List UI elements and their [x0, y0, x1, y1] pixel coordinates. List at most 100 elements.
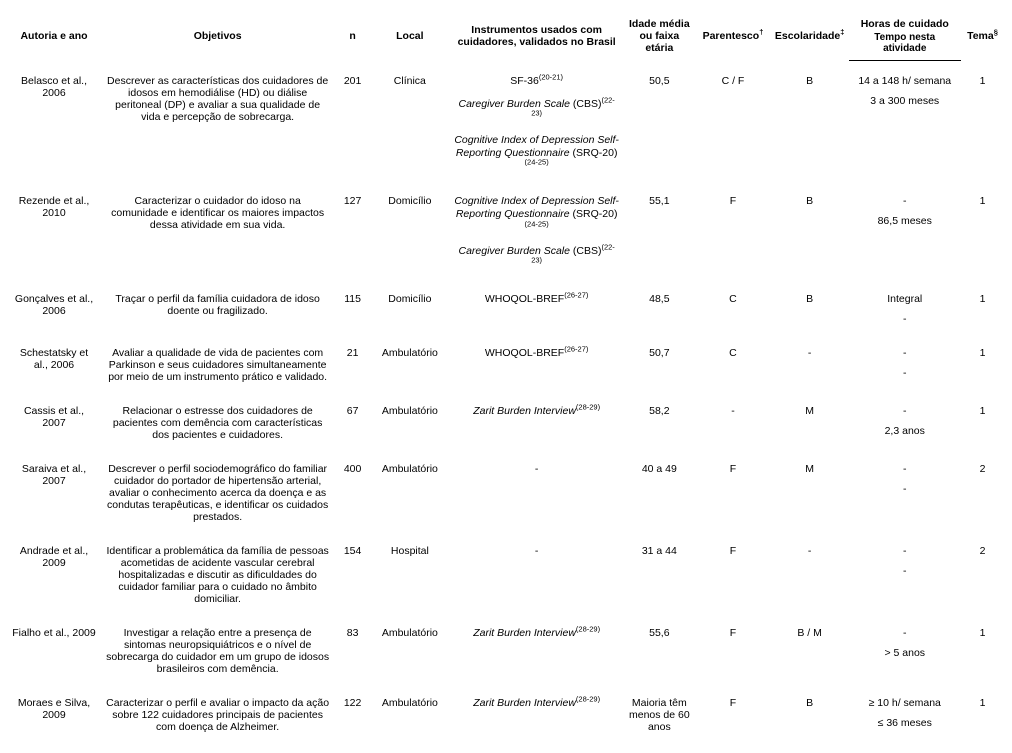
cell-autor: Belasco et al., 2006 — [8, 61, 100, 182]
col-tempo: Tempo nesta atividade — [849, 32, 961, 61]
cell-objetivos: Investigar a relação entre a presença de… — [100, 613, 335, 683]
table-row: Moraes e Silva, 2009Caracterizar o perfi… — [8, 683, 1004, 741]
cell-instrumentos: SF-36(20-21)Caregiver Burden Scale (CBS)… — [450, 61, 624, 182]
cell-instrumentos: WHOQOL-BREF(26-27) — [450, 279, 624, 333]
col-parentesco: Parentesco† — [695, 12, 771, 61]
cell-tema: 2 — [961, 531, 1004, 613]
cell-n: 127 — [335, 181, 370, 279]
cell-horas: -- — [849, 449, 961, 531]
cell-local: Domicílio — [370, 181, 450, 279]
table-row: Rezende et al., 2010Caracterizar o cuida… — [8, 181, 1004, 279]
table-row: Schestatsky et al., 2006Avaliar a qualid… — [8, 333, 1004, 391]
cell-n: 201 — [335, 61, 370, 182]
cell-n: 21 — [335, 333, 370, 391]
col-objetivos: Objetivos — [100, 12, 335, 61]
cell-horas: -86,5 meses — [849, 181, 961, 279]
cell-idade: 40 a 49 — [624, 449, 696, 531]
cell-local: Ambulatório — [370, 333, 450, 391]
cell-idade: 55,6 — [624, 613, 696, 683]
cell-objetivos: Caracterizar o cuidador do idoso na comu… — [100, 181, 335, 279]
cell-escolaridade: B / M — [771, 613, 849, 683]
cell-parentesco: F — [695, 531, 771, 613]
cell-idade: 50,5 — [624, 61, 696, 182]
cell-local: Hospital — [370, 531, 450, 613]
cell-instrumentos: - — [450, 531, 624, 613]
cell-tema: 1 — [961, 181, 1004, 279]
col-local: Local — [370, 12, 450, 61]
table-body: Belasco et al., 2006Descrever as caracte… — [8, 61, 1004, 741]
col-tema: Tema§ — [961, 12, 1004, 61]
cell-instrumentos: Cognitive Index of Depression Self-Repor… — [450, 181, 624, 279]
cell-local: Ambulatório — [370, 613, 450, 683]
cell-parentesco: F — [695, 613, 771, 683]
cell-instrumentos: Zarit Burden Interview(28-29) — [450, 391, 624, 449]
col-n: n — [335, 12, 370, 61]
cell-autor: Gonçalves et al., 2006 — [8, 279, 100, 333]
cell-escolaridade: M — [771, 449, 849, 531]
table-row: Cassis et al., 2007Relacionar o estresse… — [8, 391, 1004, 449]
cell-horas: -- — [849, 531, 961, 613]
cell-tema: 1 — [961, 61, 1004, 182]
cell-idade: Maioria têm menos de 60 anos — [624, 683, 696, 741]
cell-idade: 55,1 — [624, 181, 696, 279]
cell-objetivos: Caracterizar o perfil e avaliar o impact… — [100, 683, 335, 741]
table-row: Belasco et al., 2006Descrever as caracte… — [8, 61, 1004, 182]
cell-escolaridade: - — [771, 333, 849, 391]
cell-tema: 1 — [961, 683, 1004, 741]
cell-horas: ≥ 10 h/ semana≤ 36 meses — [849, 683, 961, 741]
col-autoria: Autoria e ano — [8, 12, 100, 61]
table-row: Saraiva et al., 2007Descrever o perfil s… — [8, 449, 1004, 531]
cell-idade: 48,5 — [624, 279, 696, 333]
cell-parentesco: F — [695, 181, 771, 279]
cell-parentesco: C / F — [695, 61, 771, 182]
cell-local: Ambulatório — [370, 391, 450, 449]
cell-local: Ambulatório — [370, 683, 450, 741]
cell-autor: Moraes e Silva, 2009 — [8, 683, 100, 741]
col-instrumentos: Instrumentos usados com cuidadores, vali… — [450, 12, 624, 61]
cell-escolaridade: B — [771, 683, 849, 741]
cell-escolaridade: B — [771, 61, 849, 182]
cell-instrumentos: Zarit Burden Interview(28-29) — [450, 683, 624, 741]
cell-parentesco: F — [695, 449, 771, 531]
cell-objetivos: Descrever as características dos cuidado… — [100, 61, 335, 182]
cell-autor: Fialho et al., 2009 — [8, 613, 100, 683]
cell-objetivos: Relacionar o estresse dos cuidadores de … — [100, 391, 335, 449]
cell-n: 122 — [335, 683, 370, 741]
cell-tema: 1 — [961, 613, 1004, 683]
cell-instrumentos: WHOQOL-BREF(26-27) — [450, 333, 624, 391]
cell-local: Clínica — [370, 61, 450, 182]
cell-escolaridade: - — [771, 531, 849, 613]
cell-horas: Integral- — [849, 279, 961, 333]
cell-autor: Saraiva et al., 2007 — [8, 449, 100, 531]
col-idade: Idade média ou faixa etária — [624, 12, 696, 61]
cell-n: 154 — [335, 531, 370, 613]
cell-n: 115 — [335, 279, 370, 333]
cell-autor: Andrade et al., 2009 — [8, 531, 100, 613]
cell-local: Domicílio — [370, 279, 450, 333]
table-row: Gonçalves et al., 2006Traçar o perfil da… — [8, 279, 1004, 333]
cell-autor: Schestatsky et al., 2006 — [8, 333, 100, 391]
cell-parentesco: C — [695, 279, 771, 333]
cell-autor: Rezende et al., 2010 — [8, 181, 100, 279]
cell-parentesco: F — [695, 683, 771, 741]
cell-objetivos: Traçar o perfil da família cuidadora de … — [100, 279, 335, 333]
cell-n: 67 — [335, 391, 370, 449]
cell-idade: 50,7 — [624, 333, 696, 391]
cell-autor: Cassis et al., 2007 — [8, 391, 100, 449]
cell-horas: -> 5 anos — [849, 613, 961, 683]
cell-objetivos: Avaliar a qualidade de vida de pacientes… — [100, 333, 335, 391]
cell-objetivos: Identificar a problemática da família de… — [100, 531, 335, 613]
col-horas: Horas de cuidado — [849, 12, 961, 32]
cell-n: 400 — [335, 449, 370, 531]
cell-n: 83 — [335, 613, 370, 683]
col-escolaridade: Escolaridade‡ — [771, 12, 849, 61]
cell-escolaridade: B — [771, 279, 849, 333]
cell-local: Ambulatório — [370, 449, 450, 531]
cell-parentesco: C — [695, 333, 771, 391]
cell-horas: -2,3 anos — [849, 391, 961, 449]
table-row: Fialho et al., 2009Investigar a relação … — [8, 613, 1004, 683]
cell-horas: -- — [849, 333, 961, 391]
cell-tema: 2 — [961, 449, 1004, 531]
study-table: Autoria e ano Objetivos n Local Instrume… — [8, 12, 1004, 741]
cell-instrumentos: Zarit Burden Interview(28-29) — [450, 613, 624, 683]
